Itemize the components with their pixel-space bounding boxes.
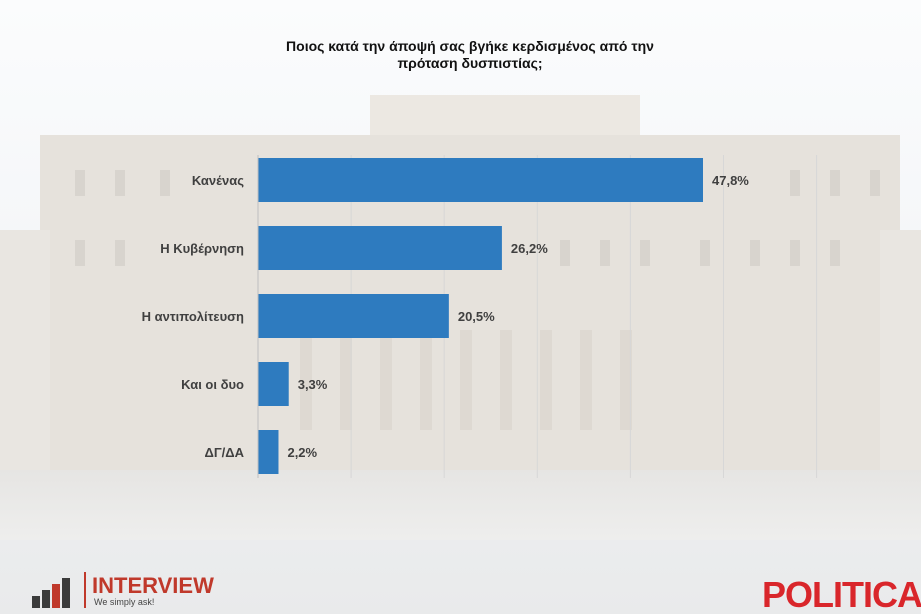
category-label: Κανένας bbox=[192, 173, 244, 188]
bar bbox=[258, 158, 703, 202]
category-label: Η Κυβέρνηση bbox=[160, 241, 244, 256]
value-label: 2,2% bbox=[287, 445, 317, 460]
value-label: 47,8% bbox=[712, 173, 749, 188]
bar bbox=[258, 294, 449, 338]
value-label: 3,3% bbox=[298, 377, 328, 392]
value-label: 20,5% bbox=[458, 309, 495, 324]
chart-title: Ποιος κατά την άποψή σας βγήκε κερδισμέν… bbox=[160, 38, 780, 72]
bars-logo-icon bbox=[32, 576, 80, 608]
ground bbox=[0, 470, 921, 540]
chart-title-line-1: Ποιος κατά την άποψή σας βγήκε κερδισμέν… bbox=[286, 38, 654, 54]
category-label: ΔΓ/ΔΑ bbox=[204, 445, 244, 460]
category-label: Και οι δυο bbox=[181, 377, 244, 392]
political-brand: POLITICAL bbox=[762, 574, 921, 614]
category-label: Η αντιπολίτευση bbox=[142, 309, 244, 324]
building-pediment bbox=[370, 95, 640, 135]
interview-logo: INTERVIEW We simply ask! bbox=[28, 570, 288, 610]
logo-slogan: We simply ask! bbox=[94, 597, 155, 607]
value-label: 26,2% bbox=[511, 241, 548, 256]
bar bbox=[258, 362, 289, 406]
bar bbox=[258, 226, 502, 270]
chart-title-line-2: πρόταση δυσπιστίας; bbox=[397, 55, 543, 71]
logo-name: INTERVIEW bbox=[92, 573, 214, 598]
bar bbox=[258, 430, 279, 474]
